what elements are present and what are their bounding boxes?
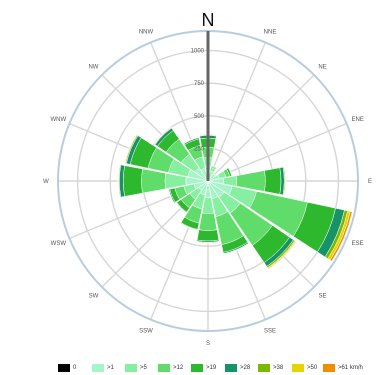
direction-label-s: S bbox=[206, 341, 210, 347]
direction-label-sse: SSE bbox=[264, 329, 276, 335]
grid-spoke-ne bbox=[207, 74, 315, 182]
direction-labels: NNE NE ENE E ESE SE SSE S SSW SW WSW W WNW NW NNW bbox=[43, 29, 372, 347]
direction-label-wnw: WNW bbox=[50, 117, 66, 123]
radial-tick-label: 500 bbox=[194, 114, 205, 120]
wedge-wnw-class-8 bbox=[124, 134, 137, 164]
legend-item: >61 km/h bbox=[323, 362, 363, 374]
wedge-sse-class-8 bbox=[223, 243, 250, 256]
legend-label: >19 bbox=[206, 365, 217, 371]
radial-tick-label: 250 bbox=[194, 146, 205, 152]
north-label: N bbox=[202, 10, 215, 30]
direction-label-ssw: SSW bbox=[139, 329, 153, 335]
direction-label-wsw: WSW bbox=[51, 241, 67, 247]
legend-swatch bbox=[58, 364, 70, 372]
wedge-nnw-class-8 bbox=[183, 136, 199, 144]
legend-item: >12 bbox=[158, 362, 183, 374]
direction-label-w: W bbox=[43, 179, 49, 185]
direction-label-ese: ESE bbox=[352, 241, 364, 247]
legend-label: >28 bbox=[240, 365, 251, 371]
legend-swatch bbox=[92, 364, 104, 372]
legend-label: 0 bbox=[73, 365, 77, 371]
wedge-se-class-8 bbox=[267, 240, 297, 270]
wedge-s-class-4 bbox=[196, 229, 220, 242]
wedge-e-class-4 bbox=[264, 167, 282, 195]
wedge-w-class-3 bbox=[141, 168, 166, 194]
direction-label-se: SE bbox=[319, 294, 327, 300]
wedge-s-class-8 bbox=[196, 241, 220, 244]
wedge-e-class-8 bbox=[284, 166, 287, 196]
radial-axis: 250 500 750 1000 bbox=[191, 31, 210, 181]
direction-label-ene: ENE bbox=[351, 117, 363, 123]
legend-swatch bbox=[258, 364, 270, 372]
speed-legend: 0 >1 >5 >12 >19 >28 >38 >50 >61 km/h bbox=[0, 362, 377, 374]
legend-swatch bbox=[292, 364, 304, 372]
grid-spoke-ene bbox=[207, 122, 347, 182]
wedge-sw-class-8 bbox=[175, 202, 187, 214]
legend-label: >12 bbox=[173, 365, 184, 371]
direction-label-sw: SW bbox=[89, 294, 99, 300]
direction-label-ne: NE bbox=[318, 64, 326, 70]
legend-swatch bbox=[191, 364, 203, 372]
legend-label: >61 km/h bbox=[338, 365, 363, 371]
legend-swatch bbox=[225, 364, 237, 372]
wedge-ne-class-4 bbox=[212, 172, 217, 177]
legend-swatch bbox=[158, 364, 170, 372]
direction-label-e: E bbox=[368, 179, 372, 185]
wedge-w-class-8 bbox=[117, 164, 120, 198]
wind-wedges bbox=[117, 126, 353, 270]
legend-item: >5 bbox=[125, 362, 147, 374]
legend-swatch bbox=[323, 364, 335, 372]
direction-label-nne: NNE bbox=[264, 29, 277, 35]
wedge-s-class-3 bbox=[198, 212, 218, 231]
wedge-nne-class-4 bbox=[210, 165, 217, 169]
wedge-ssw-class-8 bbox=[179, 223, 198, 232]
legend-item: >19 bbox=[191, 362, 216, 374]
legend-item: >1 bbox=[92, 362, 114, 374]
legend-item: >38 bbox=[258, 362, 283, 374]
legend-label: >50 bbox=[307, 365, 318, 371]
wedge-wsw-class-8 bbox=[167, 189, 175, 204]
wedge-w-class-4 bbox=[123, 165, 143, 197]
direction-label-nnw: NNW bbox=[139, 29, 154, 35]
wedge-nw-class-8 bbox=[153, 126, 172, 145]
wedge-ese-class-8 bbox=[329, 211, 353, 262]
legend-label: >1 bbox=[107, 365, 114, 371]
grid-spoke-nne bbox=[207, 42, 267, 182]
wedge-ene-class-5 bbox=[227, 167, 233, 177]
legend-item: >50 bbox=[292, 362, 317, 374]
radial-tick-label: 1000 bbox=[191, 49, 205, 55]
legend-item: 0 bbox=[58, 362, 76, 374]
legend-label: >5 bbox=[140, 365, 147, 371]
legend-label: >38 bbox=[273, 365, 284, 371]
radial-tick-label: 750 bbox=[194, 81, 205, 87]
direction-label-nw: NW bbox=[88, 64, 98, 70]
wedge-n-class-8 bbox=[199, 133, 217, 136]
legend-swatch bbox=[125, 364, 137, 372]
legend-item: >28 bbox=[225, 362, 250, 374]
